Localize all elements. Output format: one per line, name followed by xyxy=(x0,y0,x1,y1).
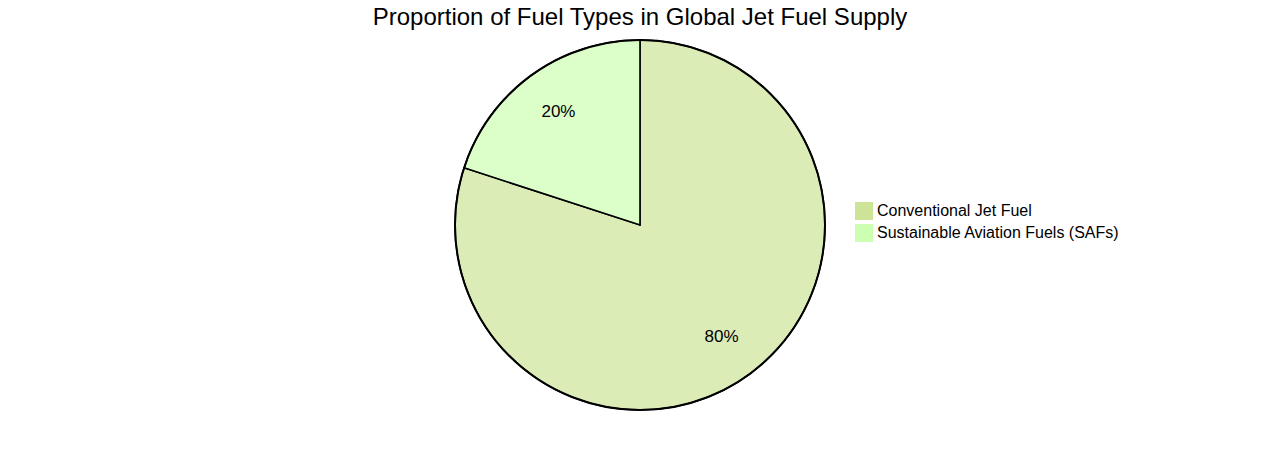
legend: Conventional Jet Fuel Sustainable Aviatio… xyxy=(855,202,1119,242)
pie-group: 80% 20% xyxy=(455,40,825,410)
legend-swatch xyxy=(855,202,873,220)
pie-slice xyxy=(455,40,825,410)
pie-slice xyxy=(464,40,640,225)
data-label: 80% xyxy=(705,327,739,346)
data-label: 20% xyxy=(541,102,575,121)
legend-item: Conventional Jet Fuel xyxy=(855,202,1032,220)
legend-label: Conventional Jet Fuel xyxy=(877,202,1032,219)
chart-title: Proportion of Fuel Types in Global Jet F… xyxy=(373,3,908,30)
chart-container: Proportion of Fuel Types in Global Jet F… xyxy=(0,0,1280,450)
legend-item: Sustainable Aviation Fuels (SAFs) xyxy=(855,224,1119,242)
chart-svg: Proportion of Fuel Types in Global Jet F… xyxy=(0,0,1280,450)
legend-swatch xyxy=(855,224,873,242)
pie-outline xyxy=(455,40,825,410)
legend-label: Sustainable Aviation Fuels (SAFs) xyxy=(877,224,1119,241)
